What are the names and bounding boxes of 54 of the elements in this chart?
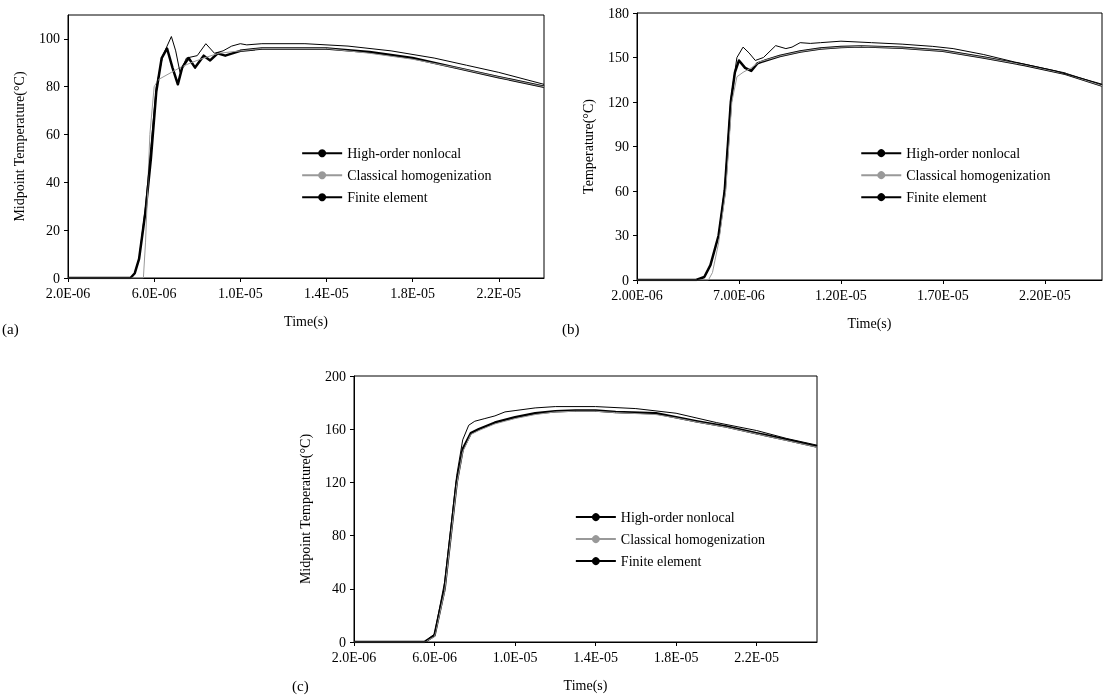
legend-label: High-order nonlocal xyxy=(347,145,462,161)
x-tick-label: 2.0E-06 xyxy=(45,285,91,301)
legend-label: Classical homogenization xyxy=(620,531,766,547)
y-tick-label: 0 xyxy=(622,272,629,288)
x-tick-label: 7.00E-06 xyxy=(713,287,765,303)
y-tick-label: 160 xyxy=(325,421,346,437)
y-axis-title: Midpoint Temperature(°C) xyxy=(297,433,314,585)
legend-label: Finite element xyxy=(906,189,987,205)
legend-label: Classical homogenization xyxy=(906,167,1051,183)
x-axis-title: Time(s) xyxy=(284,313,329,330)
x-tick-label: 1.0E-05 xyxy=(492,649,538,665)
y-axis-title: Midpoint Temperature(°C) xyxy=(11,71,28,222)
legend-label: Classical homogenization xyxy=(347,167,492,183)
y-tick-label: 200 xyxy=(325,368,346,384)
x-tick-label: 1.4E-05 xyxy=(573,649,618,665)
legend-label: Finite element xyxy=(620,553,702,569)
x-tick-label: 1.8E-05 xyxy=(653,649,699,665)
text: (b) xyxy=(562,320,580,338)
y-axis-title: Temperature(°C) xyxy=(580,98,597,194)
x-tick-label: 2.0E-06 xyxy=(331,649,377,665)
y-tick-label: 180 xyxy=(608,5,629,21)
x-tick-label: 2.00E-06 xyxy=(611,287,663,303)
y-tick-label: 150 xyxy=(608,50,629,65)
text: (a) xyxy=(2,320,19,338)
y-tick-label: 30 xyxy=(615,228,629,243)
y-tick-label: 40 xyxy=(332,581,346,597)
y-tick-label: 90 xyxy=(615,139,629,154)
x-tick-label: 2.2E-05 xyxy=(734,649,779,665)
x-tick-label: 1.0E-05 xyxy=(217,285,263,301)
y-tick-label: 120 xyxy=(608,94,629,110)
x-tick-label: 1.70E-05 xyxy=(917,287,969,303)
legend-label: High-order nonlocal xyxy=(620,509,735,525)
y-tick-label: 0 xyxy=(339,634,346,650)
x-tick-label: 2.20E-05 xyxy=(1019,287,1071,303)
x-tick-label: 6.0E-06 xyxy=(131,285,177,301)
x-axis-title: Time(s) xyxy=(847,315,892,332)
y-tick-label: 80 xyxy=(46,79,60,95)
x-tick-label: 6.0E-06 xyxy=(412,649,457,665)
y-tick-label: 40 xyxy=(46,174,60,190)
y-tick-label: 80 xyxy=(332,528,346,544)
legend-label: Finite element xyxy=(347,189,428,205)
x-tick-label: 1.20E-05 xyxy=(815,287,867,303)
x-tick-label: 2.2E-05 xyxy=(476,285,522,301)
x-tick-label: 1.4E-05 xyxy=(304,285,349,301)
x-axis-title: Time(s) xyxy=(563,677,608,694)
legend-label: High-order nonlocal xyxy=(906,145,1021,161)
y-tick-label: 120 xyxy=(325,474,346,490)
y-tick-label: 0 xyxy=(53,270,60,286)
y-tick-label: 60 xyxy=(615,183,629,199)
text: (c) xyxy=(292,677,309,695)
y-tick-label: 60 xyxy=(46,127,60,143)
x-tick-label: 1.8E-05 xyxy=(390,285,435,301)
y-tick-label: 20 xyxy=(46,222,60,238)
y-tick-label: 100 xyxy=(39,31,60,47)
